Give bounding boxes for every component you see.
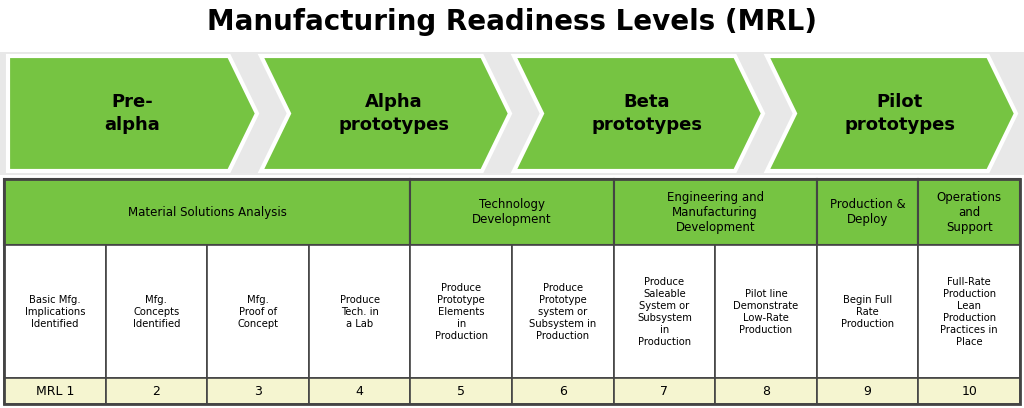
Bar	[919, 378, 1020, 404]
Bar	[613, 245, 715, 378]
Bar	[715, 245, 817, 378]
Bar	[512, 378, 613, 404]
Text: Engineering and
Manufacturing
Development: Engineering and Manufacturing Developmen…	[667, 191, 764, 234]
Text: 6: 6	[559, 385, 566, 397]
Bar	[411, 378, 512, 404]
Bar	[207, 378, 309, 404]
Text: Pilot line
Demonstrate
Low-Rate
Production: Pilot line Demonstrate Low-Rate Producti…	[733, 289, 799, 335]
Bar	[613, 179, 817, 245]
Bar	[817, 378, 919, 404]
Bar	[4, 245, 105, 378]
Text: Production &
Deploy: Production & Deploy	[829, 198, 905, 226]
Bar	[817, 179, 919, 245]
Text: Operations
and
Support: Operations and Support	[937, 191, 1001, 234]
Bar	[4, 378, 105, 404]
Text: Pre-
alpha: Pre- alpha	[104, 93, 161, 133]
Text: Full-Rate
Production
Lean
Production
Practices in
Place: Full-Rate Production Lean Production Pra…	[940, 277, 998, 347]
Bar	[309, 378, 411, 404]
Bar	[919, 179, 1020, 245]
Text: Produce
Saleable
System or
Subsystem
in
Production: Produce Saleable System or Subsystem in …	[637, 277, 692, 347]
Bar	[411, 245, 512, 378]
Text: 4: 4	[355, 385, 364, 397]
Text: 7: 7	[660, 385, 669, 397]
Bar	[715, 378, 817, 404]
Text: Basic Mfg.
Implications
Identified: Basic Mfg. Implications Identified	[25, 295, 85, 329]
Bar	[207, 245, 309, 378]
Text: Alpha
prototypes: Alpha prototypes	[338, 93, 450, 133]
Text: 2: 2	[153, 385, 161, 397]
Polygon shape	[514, 56, 763, 171]
Bar	[411, 179, 613, 245]
Bar	[4, 179, 411, 245]
Bar	[105, 245, 207, 378]
Text: Produce
Prototype
Elements
in
Production: Produce Prototype Elements in Production	[434, 283, 487, 341]
Text: 9: 9	[863, 385, 871, 397]
Bar	[0, 52, 1024, 175]
Text: Beta
prototypes: Beta prototypes	[592, 93, 702, 133]
Text: 8: 8	[762, 385, 770, 397]
Text: Technology
Development: Technology Development	[472, 198, 552, 226]
Text: Mfg.
Concepts
Identified: Mfg. Concepts Identified	[133, 295, 180, 329]
Text: Mfg.
Proof of
Concept: Mfg. Proof of Concept	[238, 295, 279, 329]
Polygon shape	[8, 56, 257, 171]
Text: 10: 10	[962, 385, 977, 397]
Text: Produce
Tech. in
a Lab: Produce Tech. in a Lab	[340, 295, 380, 329]
Text: 5: 5	[457, 385, 465, 397]
Bar	[4, 179, 1020, 404]
Bar	[613, 378, 715, 404]
Polygon shape	[261, 56, 510, 171]
Bar	[105, 378, 207, 404]
Bar	[309, 245, 411, 378]
Text: Pilot
prototypes: Pilot prototypes	[845, 93, 955, 133]
Text: MRL 1: MRL 1	[36, 385, 74, 397]
Text: Material Solutions Analysis: Material Solutions Analysis	[128, 206, 287, 219]
Text: Produce
Prototype
system or
Subsystem in
Production: Produce Prototype system or Subsystem in…	[529, 283, 596, 341]
Bar	[919, 245, 1020, 378]
Polygon shape	[767, 56, 1016, 171]
Text: 3: 3	[254, 385, 262, 397]
Bar	[817, 245, 919, 378]
Bar	[512, 245, 613, 378]
Text: Begin Full
Rate
Production: Begin Full Rate Production	[841, 295, 894, 329]
Text: Manufacturing Readiness Levels (MRL): Manufacturing Readiness Levels (MRL)	[207, 8, 817, 36]
